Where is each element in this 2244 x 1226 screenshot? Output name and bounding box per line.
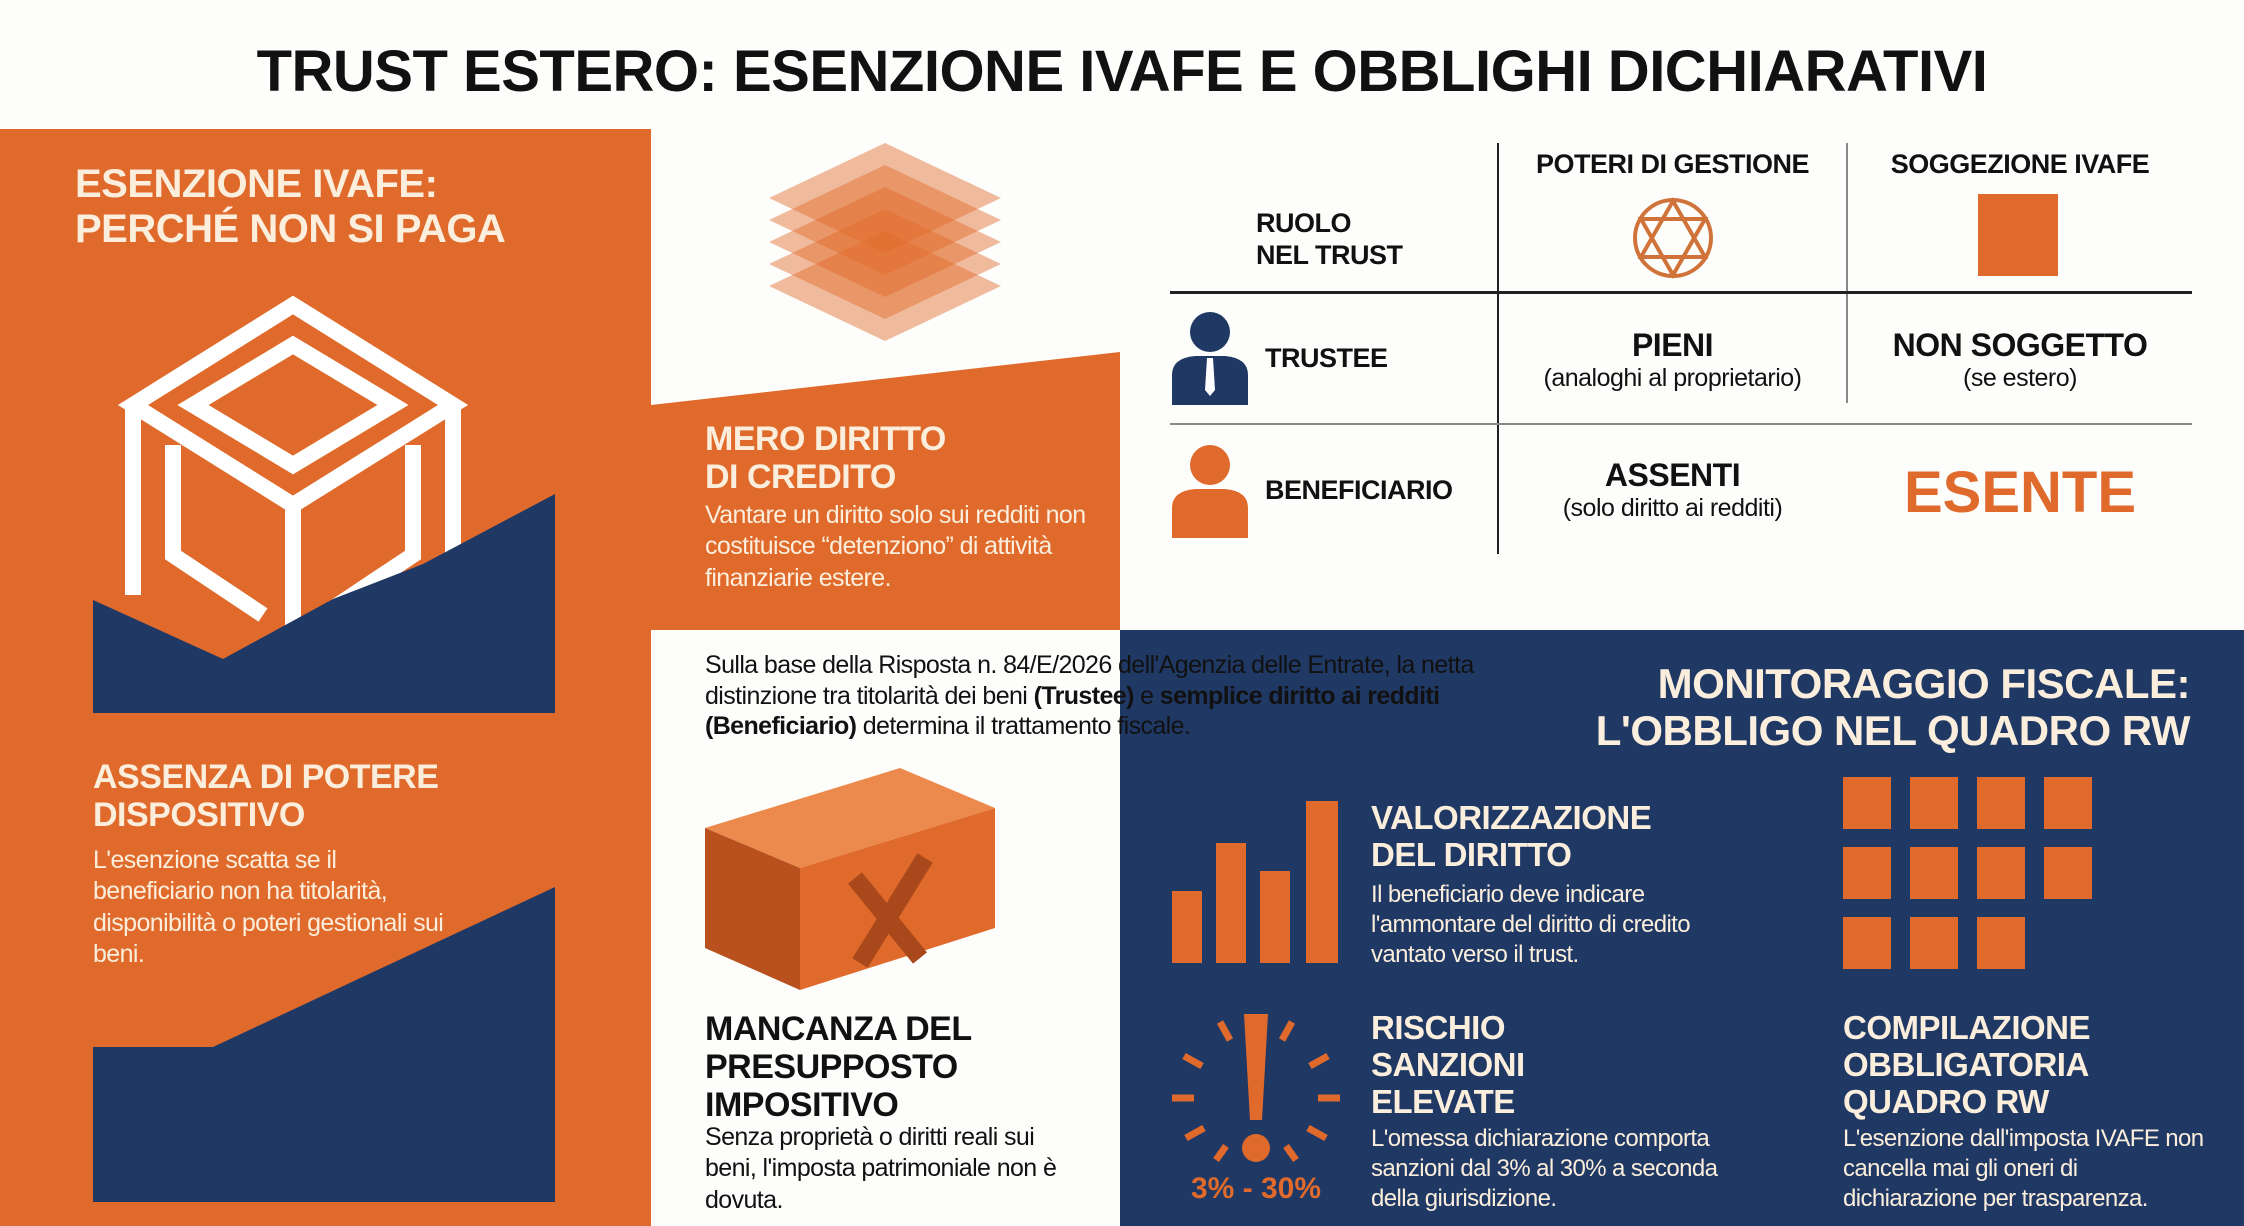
left-heading: ESENZIONE IVAFE: PERCHÉ NON SI PAGA: [75, 162, 506, 252]
beneficiario-powers-note: (solo diritto ai redditi): [1562, 494, 1783, 522]
navy-mountain-shape: [93, 494, 555, 713]
grid-square: [1910, 917, 1958, 969]
trustee-ivafe: NON SOGGETTO (se estero): [1848, 327, 2192, 393]
trustee-powers-value: PIENI: [1631, 327, 1714, 363]
trustee-powers: PIENI (analoghi al proprietario): [1499, 327, 1846, 393]
table-divider-v1: [1497, 143, 1499, 554]
grid-square: [1977, 777, 2025, 829]
stacked-layers-icon: [769, 143, 1001, 341]
intro-bold1: (Trustee): [1033, 681, 1135, 710]
grid-square: [1977, 847, 2025, 899]
grid-square: [1910, 777, 1958, 829]
compilation-body: L'esenzione dall'imposta IVAFE non cance…: [1843, 1125, 2204, 1212]
risk-title-line2: SANZIONI: [1371, 1045, 1525, 1083]
dispositive-title-line2: DISPOSITIVO: [93, 796, 305, 835]
missing-basis-title: MANCANZA DEL PRESUPPOSTO IMPOSITIVO: [705, 1010, 972, 1124]
left-heading-line2: PERCHÉ NON SI PAGA: [75, 206, 506, 251]
grid-square: [1910, 847, 1958, 899]
monitoring-heading: MONITORAGGIO FISCALE: L'OBBLIGO NEL QUAD…: [1595, 660, 2191, 755]
corner-line1: RUOLO: [1256, 208, 1351, 238]
col-header-powers: POTERI DI GESTIONE: [1535, 149, 1810, 179]
col-header-ivafe: SOGGEZIONE IVAFE: [1890, 149, 2150, 179]
compilation-title: COMPILAZIONE OBBLIGATORIA QUADRO RW: [1843, 1009, 2091, 1121]
missing-title-line1: MANCANZA DEL: [705, 1010, 972, 1048]
table-divider-h2: [1170, 423, 2192, 425]
role-table: RUOLO NEL TRUST POTERI DI GESTIONE SOGGE…: [1170, 143, 2192, 554]
monitoring-heading-line2: L'OBBLIGO NEL QUADRO RW: [1595, 707, 2191, 755]
intro-bold2: semplice diritto ai redditi (Beneficiari…: [705, 681, 1440, 741]
gem-icon: [1633, 196, 1713, 280]
grid-square: [2044, 847, 2092, 899]
page-title: TRUST ESTERO: ESENZIONE IVAFE E OBBLIGHI…: [256, 39, 1988, 104]
row-role-trustee: TRUSTEE: [1265, 343, 1388, 373]
missing-title-line2: PRESUPPOSTO: [705, 1048, 958, 1087]
valuation-title-line1: VALORIZZAZIONE: [1371, 799, 1652, 836]
valuation-body: Il beneficiario deve indicare l'ammontar…: [1371, 881, 1691, 968]
beneficiario-powers: ASSENTI (solo diritto ai redditi): [1499, 457, 1846, 523]
grid-square: [1843, 917, 1891, 969]
alert-exclamation-icon: [1172, 1014, 1340, 1163]
intro-text: Sulla base della Risposta n. 84/E/2026 d…: [705, 650, 1505, 742]
compilation-title-line3: QUADRO RW: [1843, 1082, 2049, 1120]
monitoring-heading-line1: MONITORAGGIO FISCALE:: [1657, 660, 2191, 707]
credit-body: Vantare un diritto solo sui redditi non …: [705, 501, 1086, 592]
beneficiario-powers-value: ASSENTI: [1604, 457, 1741, 493]
valuation-title-line2: DEL DIRITTO: [1371, 835, 1572, 873]
person-icon: [1172, 445, 1248, 538]
row-role-beneficiario: BENEFICIARIO: [1265, 475, 1453, 505]
corner-header: RUOLO NEL TRUST: [1256, 207, 1403, 272]
dispositive-title-line1: ASSENZA DI POTERE: [93, 758, 439, 796]
intro-part3: determina il trattamento fiscale.: [856, 712, 1191, 740]
intro-part2: e: [1133, 681, 1160, 710]
table-divider-h1: [1170, 291, 2192, 294]
missing-title-line3: IMPOSITIVO: [705, 1086, 899, 1125]
credit-title: MERO DIRITTO DI CREDITO: [705, 420, 946, 496]
grid-square: [1843, 777, 1891, 829]
missing-basis-body: Senza proprietà o diritti reali sui beni…: [705, 1123, 1057, 1214]
compilation-title-line2: OBBLIGATORIA: [1843, 1045, 2089, 1083]
sanctions-badge: 3% - 30%: [1190, 1172, 1322, 1205]
dispositive-power-title: ASSENZA DI POTERE DISPOSITIVO: [93, 758, 439, 835]
risk-body: L'omessa dichiarazione comporta sanzioni…: [1371, 1125, 1718, 1212]
trustee-ivafe-note: (se estero): [1963, 364, 2077, 392]
risk-title: RISCHIO SANZIONI ELEVATE: [1371, 1009, 1525, 1121]
grid-square: [1977, 917, 2025, 969]
compilation-title-line1: COMPILAZIONE: [1843, 1009, 2091, 1046]
left-heading-line1: ESENZIONE IVAFE:: [75, 162, 438, 206]
grid-square: [1843, 847, 1891, 899]
navy-slope-shape: [93, 887, 555, 1202]
intro-part1: Sulla base della Risposta n. 84/E/2026 d…: [705, 651, 1474, 710]
trustee-ivafe-value: NON SOGGETTO: [1892, 327, 2148, 363]
table-divider-v2: [1846, 143, 1848, 403]
rw-grid-icon: [1843, 777, 2093, 989]
credit-title-line1: MERO DIRITTO: [705, 420, 946, 458]
bar-chart-icon: [1172, 801, 1338, 963]
credit-title-line2: DI CREDITO: [705, 458, 896, 497]
corner-line2: NEL TRUST: [1256, 240, 1403, 271]
middle-orange-panel: [651, 352, 1120, 630]
trustee-powers-note: (analoghi al proprietario): [1543, 364, 1802, 392]
beneficiario-ivafe: ESENTE: [1903, 460, 2137, 525]
person-suit-icon: [1172, 312, 1248, 405]
valuation-title: VALORIZZAZIONE DEL DIRITTO: [1371, 799, 1652, 874]
orange-square-icon: [1978, 194, 2058, 276]
grid-square: [2044, 777, 2092, 829]
risk-title-line1: RISCHIO: [1371, 1009, 1506, 1046]
crossed-box-icon: [705, 768, 995, 990]
dispositive-power-body: L'esenzione scatta se il beneficiario no…: [93, 846, 444, 968]
risk-title-line3: ELEVATE: [1371, 1082, 1515, 1120]
